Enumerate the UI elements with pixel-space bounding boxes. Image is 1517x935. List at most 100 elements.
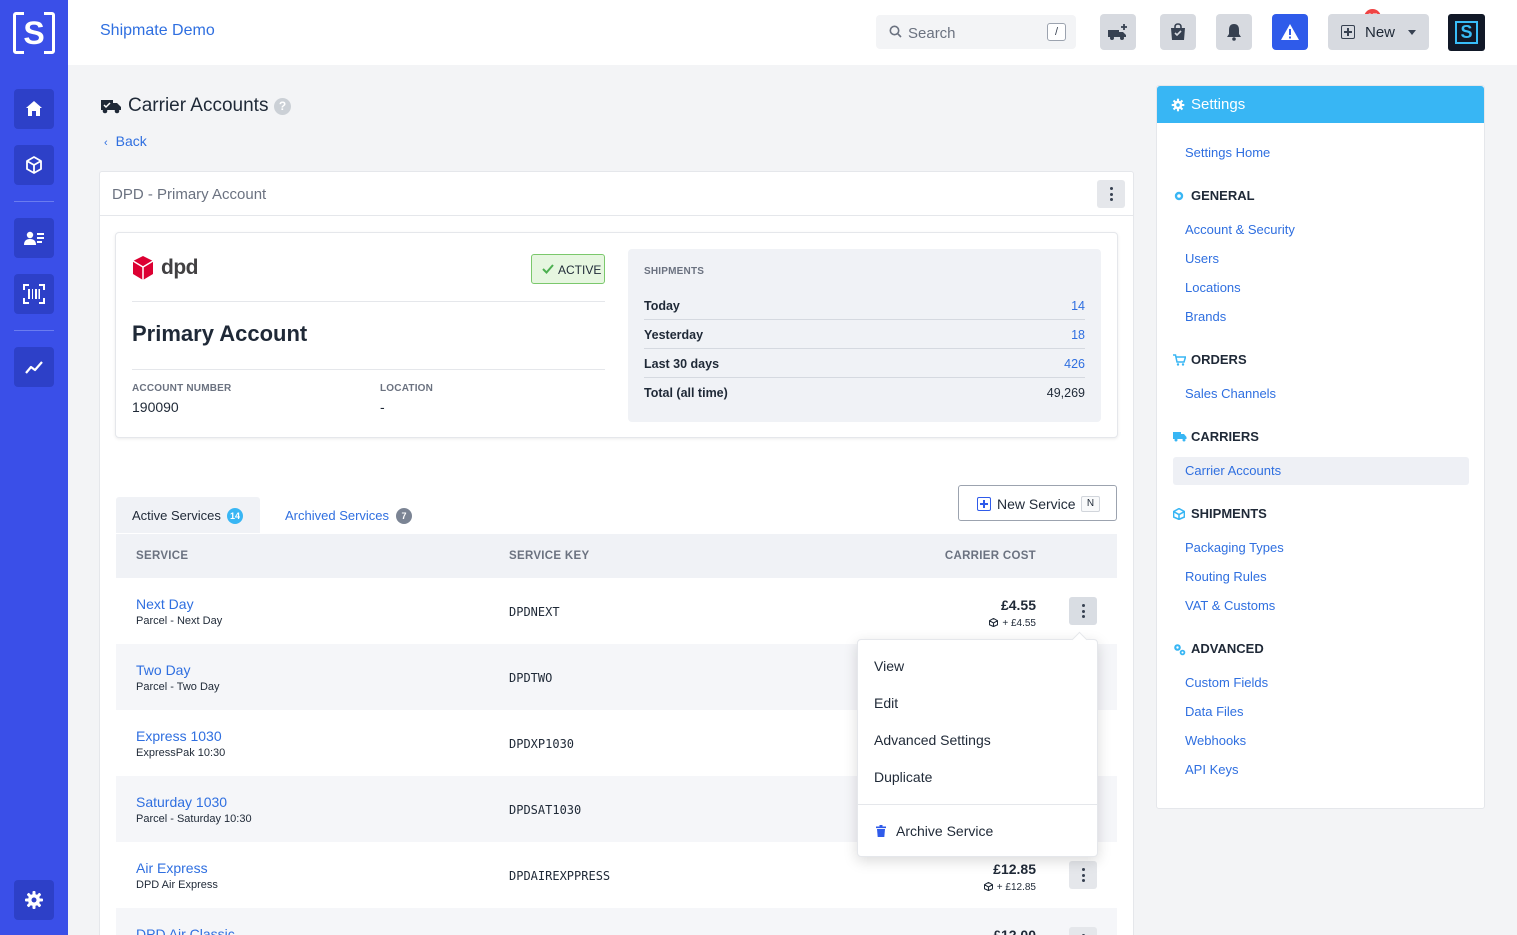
- service-name-link[interactable]: Two Day: [136, 662, 191, 678]
- account-menu-button[interactable]: [1097, 180, 1125, 208]
- home-nav-button[interactable]: [14, 89, 54, 129]
- service-description: Parcel - Saturday 10:30: [136, 813, 252, 825]
- orders-bag-button[interactable]: [1160, 14, 1196, 50]
- settings-link-sales-channels[interactable]: Sales Channels: [1185, 386, 1277, 401]
- search-icon: [889, 25, 902, 38]
- row-actions-menu: View Edit Advanced Settings Duplicate Ar…: [857, 639, 1098, 857]
- menu-item-view[interactable]: View: [874, 658, 905, 674]
- menu-divider: [858, 804, 1097, 805]
- card-header: DPD - Primary Account: [100, 172, 1133, 216]
- settings-item-selected: [1173, 457, 1469, 485]
- card-title: DPD - Primary Account: [112, 186, 267, 203]
- active-count-badge: 14: [227, 508, 243, 524]
- nav-divider: [14, 330, 54, 331]
- service-name-link[interactable]: Air Express: [136, 860, 208, 876]
- box-icon: [989, 617, 999, 628]
- column-carrier-cost: CARRIER COST: [944, 550, 1036, 562]
- menu-item-edit[interactable]: Edit: [874, 695, 899, 711]
- settings-panel: Settings Settings Home GENERAL Account &…: [1156, 85, 1485, 809]
- chart-icon: [25, 361, 43, 374]
- shipments-row: Last 30 days 426: [644, 349, 1085, 378]
- settings-link-custom-fields[interactable]: Custom Fields: [1185, 675, 1269, 690]
- gears-icon: [1174, 644, 1186, 656]
- section-orders: ORDERS: [1191, 352, 1247, 367]
- shipments-row: Yesterday 18: [644, 320, 1085, 349]
- search-input[interactable]: Search /: [876, 15, 1076, 49]
- notifications-button[interactable]: [1216, 14, 1252, 50]
- row-menu-button[interactable]: [1069, 861, 1097, 889]
- menu-item-advanced-settings[interactable]: Advanced Settings: [874, 732, 991, 748]
- table-header: SERVICE SERVICE KEY CARRIER COST: [116, 534, 1117, 578]
- settings-link-users[interactable]: Users: [1185, 251, 1219, 266]
- settings-link-webhooks[interactable]: Webhooks: [1185, 733, 1247, 748]
- new-service-button[interactable]: New Service N: [958, 485, 1117, 521]
- shipments-count-link[interactable]: 18: [1071, 328, 1085, 342]
- settings-link-api-keys[interactable]: API Keys: [1185, 762, 1239, 777]
- shipments-nav-button[interactable]: [14, 145, 54, 185]
- column-service: SERVICE: [136, 550, 189, 562]
- settings-icon: [25, 891, 43, 909]
- table-row: Air Express DPD Air Express DPDAIREXPPRE…: [116, 842, 1117, 908]
- settings-home-link[interactable]: Settings Home: [1185, 145, 1271, 160]
- plus-square-icon: [977, 497, 991, 511]
- settings-link-brands[interactable]: Brands: [1185, 309, 1227, 324]
- shipments-count-link[interactable]: 426: [1064, 357, 1085, 371]
- truck-icon: [101, 100, 121, 114]
- settings-link-packaging-types[interactable]: Packaging Types: [1185, 540, 1284, 555]
- section-general: GENERAL: [1191, 188, 1255, 203]
- carrier-cost: £12.85: [993, 861, 1036, 877]
- account-number-label: ACCOUNT NUMBER: [132, 383, 232, 394]
- service-name-link[interactable]: Next Day: [136, 596, 194, 612]
- service-key: DPDTWO: [509, 671, 553, 685]
- settings-link-carrier-accounts[interactable]: Carrier Accounts: [1185, 463, 1282, 478]
- tab-active-services[interactable]: Active Services 14: [116, 497, 260, 533]
- settings-link-account-security[interactable]: Account & Security: [1185, 222, 1295, 237]
- section-carriers: CARRIERS: [1191, 429, 1259, 444]
- row-menu-button[interactable]: [1069, 597, 1097, 625]
- service-description: ExpressPak 10:30: [136, 747, 226, 759]
- row-menu-button[interactable]: [1069, 927, 1097, 935]
- app-title[interactable]: Shipmate Demo: [100, 22, 215, 39]
- tab-archived-services[interactable]: Archived Services: [285, 508, 390, 523]
- scan-nav-button[interactable]: [14, 274, 54, 314]
- service-name-link[interactable]: Saturday 1030: [136, 794, 228, 810]
- box-icon: [1173, 508, 1185, 520]
- quick-ship-button[interactable]: [1100, 14, 1136, 50]
- settings-link-data-files[interactable]: Data Files: [1185, 704, 1244, 719]
- table-row: Next Day Parcel - Next Day DPDNEXT £4.55…: [116, 578, 1117, 644]
- settings-link-locations[interactable]: Locations: [1185, 280, 1241, 295]
- table-row: DPD Air Classic £12.00: [116, 908, 1117, 935]
- service-name-link[interactable]: DPD Air Classic: [136, 926, 235, 935]
- reports-nav-button[interactable]: [14, 347, 54, 387]
- truck-sparkle-icon: [1108, 24, 1127, 40]
- divider: [132, 301, 605, 302]
- back-link[interactable]: ‹ Back: [104, 133, 147, 149]
- help-icon[interactable]: ?: [274, 98, 291, 115]
- app-logo[interactable]: S: [13, 12, 55, 54]
- location-label: LOCATION: [380, 383, 434, 394]
- contacts-icon: [24, 231, 44, 245]
- service-key: DPDSAT1030: [509, 803, 582, 817]
- archived-count-badge: 7: [396, 508, 412, 524]
- section-shipments: SHIPMENTS: [1191, 506, 1267, 521]
- search-shortcut: /: [1047, 23, 1066, 41]
- menu-item-duplicate[interactable]: Duplicate: [874, 769, 933, 785]
- account-summary: dpd ACTIVE Primary Account ACCOUNT NUMBE…: [115, 232, 1118, 438]
- plus-square-icon: [1341, 25, 1355, 39]
- shipments-row: Total (all time) 49,269: [644, 386, 1085, 400]
- left-nav: S: [0, 0, 68, 935]
- user-avatar[interactable]: S: [1448, 14, 1485, 51]
- shipments-count-link[interactable]: 14: [1071, 299, 1085, 313]
- service-name-link[interactable]: Express 1030: [136, 728, 222, 744]
- alerts-button[interactable]: [1272, 14, 1308, 50]
- column-service-key: SERVICE KEY: [509, 550, 590, 562]
- page-title: Carrier Accounts: [128, 95, 269, 116]
- account-name: Primary Account: [132, 321, 308, 346]
- settings-link-vat-customs[interactable]: VAT & Customs: [1185, 598, 1276, 613]
- settings-nav-button[interactable]: [14, 880, 54, 920]
- settings-link-routing-rules[interactable]: Routing Rules: [1185, 569, 1267, 584]
- location-value: -: [380, 399, 385, 415]
- contacts-nav-button[interactable]: [14, 218, 54, 258]
- new-button[interactable]: New: [1328, 14, 1429, 50]
- carrier-cost: £4.55: [1000, 597, 1036, 613]
